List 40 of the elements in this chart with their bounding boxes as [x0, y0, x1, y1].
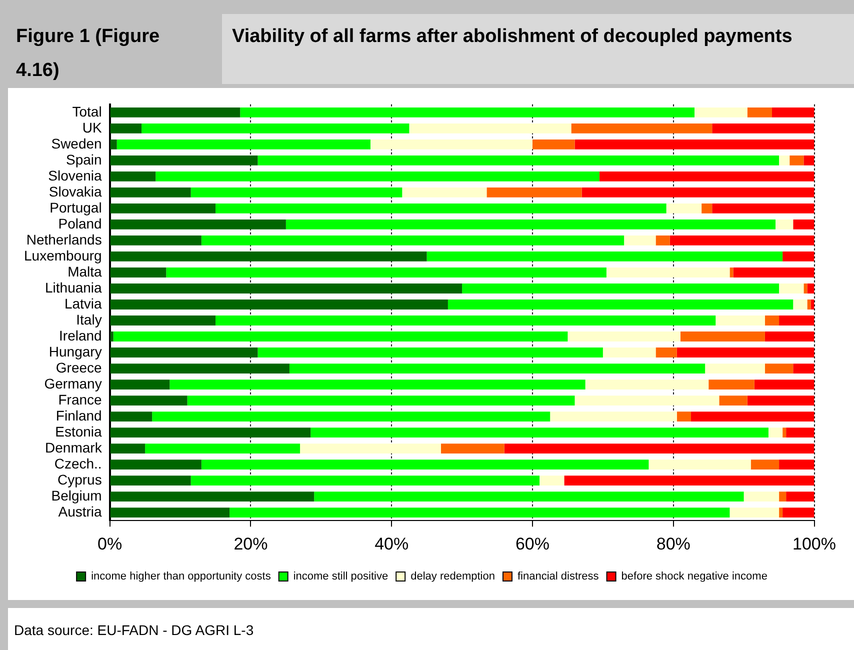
y-tick-label: Poland — [58, 215, 102, 232]
y-tick-label: Slovakia — [48, 183, 102, 200]
y-tick-label: Germany — [44, 375, 102, 392]
y-tick-label: Lithuania — [45, 279, 102, 296]
x-tick-label: 20% — [234, 534, 268, 554]
legend-label: financial distress — [517, 570, 600, 583]
y-tick-label: Austria — [58, 503, 102, 520]
x-tick-label: 0% — [98, 534, 122, 554]
y-tick-label: Greece — [56, 359, 102, 376]
y-tick-label: Czech.. — [54, 455, 102, 472]
x-tick-label: 80% — [656, 534, 690, 554]
y-tick-label: France — [58, 391, 102, 408]
legend-label: income still positive — [293, 570, 388, 583]
legend-label: income higher than opportunity costs — [91, 570, 272, 583]
y-tick-label: Total — [72, 103, 102, 120]
x-tick-label: 40% — [374, 534, 409, 554]
y-tick-label: Luxembourg — [24, 247, 102, 264]
y-tick-label: Spain — [66, 151, 102, 168]
y-tick-label: Finland — [56, 407, 102, 424]
legend-label: before shock negative income — [621, 570, 768, 583]
legend-label: delay redemption — [410, 570, 495, 583]
y-tick-label: Estonia — [55, 423, 102, 440]
x-tick-label: 100% — [792, 534, 836, 554]
y-tick-label: Slovenia — [48, 167, 102, 184]
y-tick-label: Portugal — [50, 199, 102, 216]
chart-title: Viability of all farms after abolishment of decoupled payments — [232, 26, 792, 47]
chart-subtitle: Figure 1 (Figure 4.16) — [16, 26, 160, 81]
source-note: Data source: EU-FADN - DG AGRI L-3 — [14, 622, 255, 638]
y-tick-label: Latvia — [64, 295, 102, 312]
y-tick-label: Belgium — [51, 487, 102, 504]
y-tick-label: Cyprus — [57, 471, 102, 488]
y-tick-label: Hungary — [48, 343, 102, 360]
x-tick-label: 60% — [515, 534, 550, 554]
y-tick-label: Malta — [68, 263, 102, 280]
y-tick-label: Ireland — [59, 327, 102, 344]
y-tick-label: Denmark — [45, 439, 103, 456]
y-tick-label: Netherlands — [26, 231, 102, 248]
y-tick-label: UK — [82, 119, 102, 136]
y-tick-label: Italy — [76, 311, 102, 328]
y-tick-label: Sweden — [51, 135, 102, 152]
